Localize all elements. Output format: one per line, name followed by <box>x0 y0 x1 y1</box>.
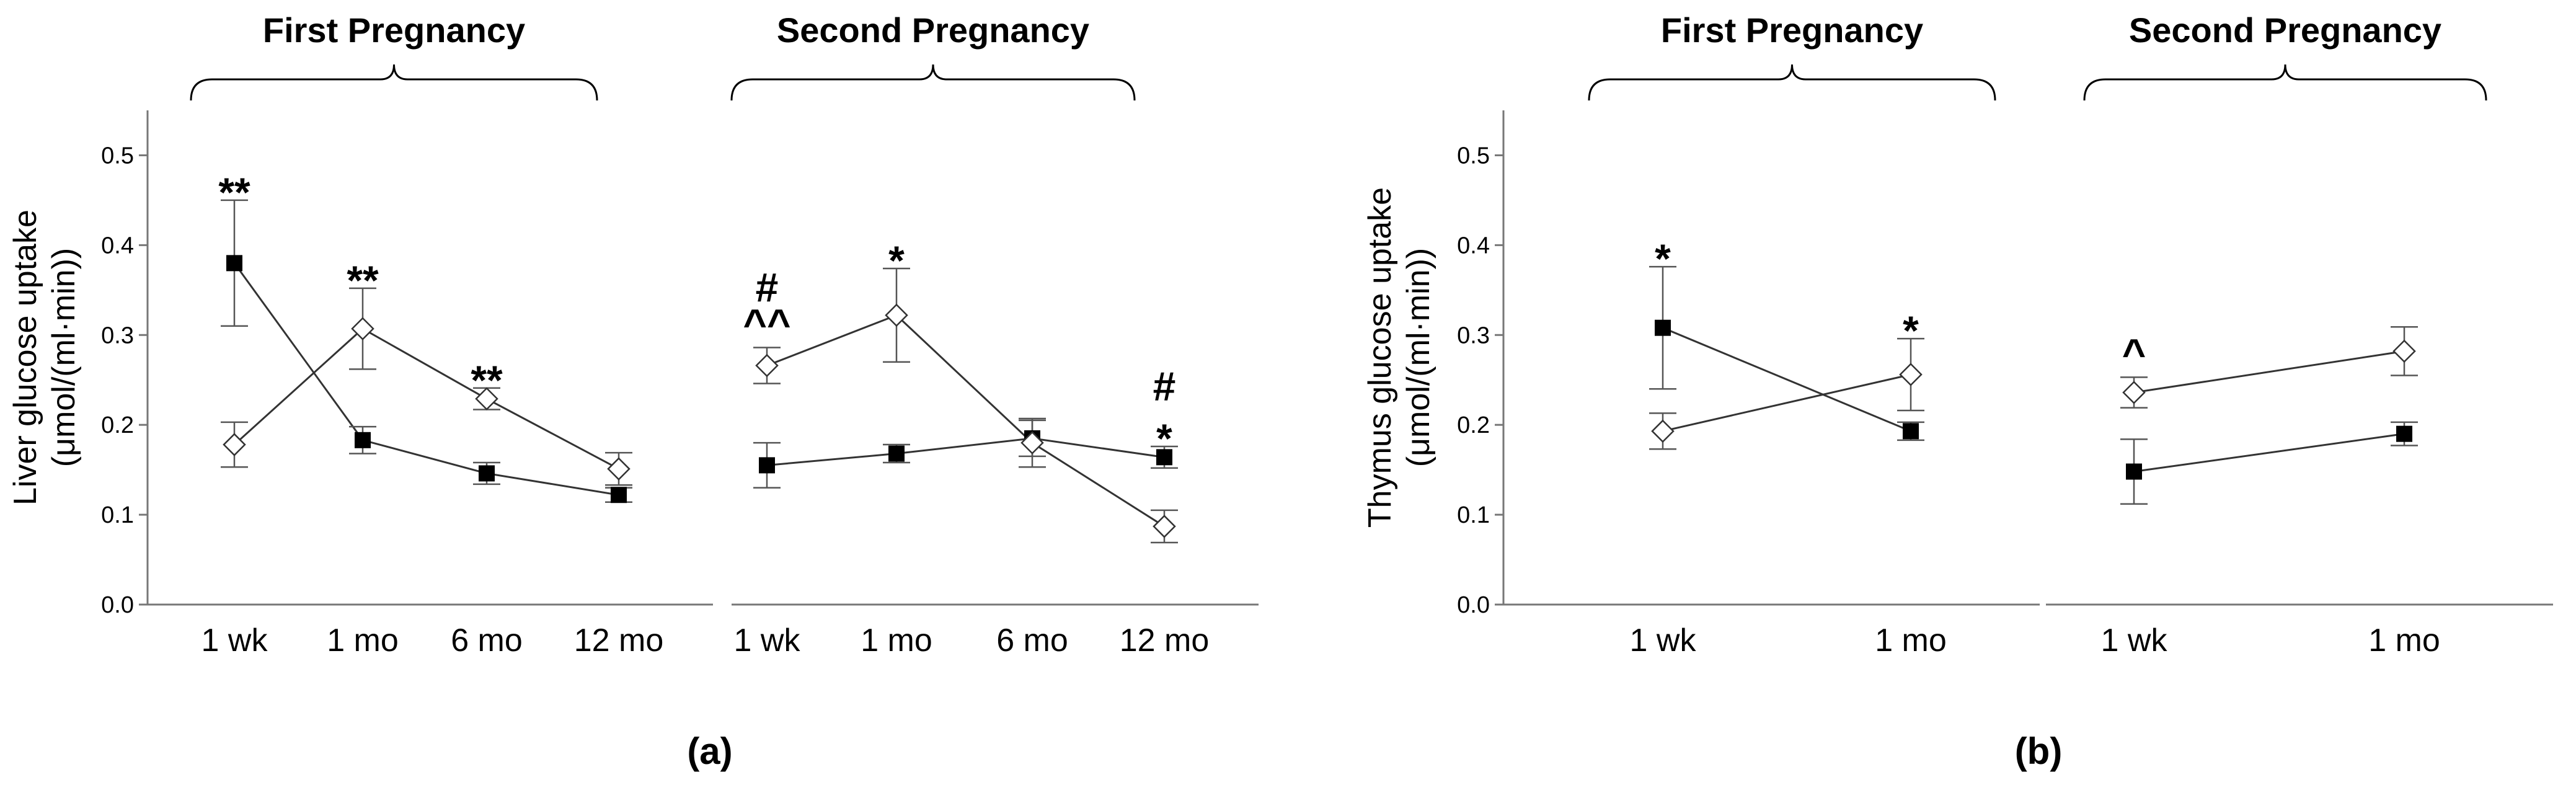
data-point-square <box>611 487 627 503</box>
series-line-open-diamond <box>2133 350 2405 394</box>
data-point-diamond <box>885 303 908 327</box>
data-point-square <box>2126 463 2142 480</box>
series-line-filled-square <box>1662 327 1911 432</box>
group-title: Second Pregnancy <box>2129 11 2441 50</box>
group-title: First Pregnancy <box>263 11 525 50</box>
significance-annotation: ^ <box>2122 330 2146 376</box>
y-axis-title-line2: (μmol/(ml·min)) <box>1401 248 1436 467</box>
y-tick-label: 0.2 <box>101 412 134 438</box>
data-point-diamond <box>2122 381 2146 404</box>
data-point-diamond <box>1153 515 1176 538</box>
y-tick-label: 0.4 <box>1457 233 1490 259</box>
data-point-square <box>1156 449 1172 466</box>
group-1-1: 1 wk 1 mo Second Pregnancy ^ <box>2046 11 2553 659</box>
y-tick-label: 0.3 <box>101 322 134 348</box>
x-category-label: 1 mo <box>861 623 932 659</box>
significance-annotation: * <box>1655 236 1671 282</box>
y-tick-label: 0.5 <box>101 143 134 169</box>
group-brace <box>190 64 598 101</box>
x-category-label: 1 mo <box>327 623 399 659</box>
group-title: First Pregnancy <box>1661 11 1923 50</box>
x-category-label: 1 wk <box>734 623 801 659</box>
significance-annotation: # <box>756 265 779 311</box>
y-axis-title-line1: Liver glucose uptake <box>7 210 43 505</box>
data-point-square <box>226 255 242 272</box>
y-axis-title: Liver glucose uptake(μmol/(ml·min)) <box>7 210 82 505</box>
x-category-label: 1 wk <box>201 623 268 659</box>
x-category-label: 1 wk <box>2101 623 2168 659</box>
data-point-square <box>479 465 495 482</box>
x-category-label: 12 mo <box>574 623 664 659</box>
series-line-filled-square <box>2133 433 2405 473</box>
group-0-0: 1 wk 1 mo 6 mo 12 mo First Pregnancy ** ** ** <box>148 11 713 659</box>
significance-annotation: * <box>888 237 905 283</box>
y-tick-label: 0.5 <box>1457 143 1490 169</box>
y-tick-label: 0.1 <box>101 502 134 528</box>
series-line-filled-square <box>233 262 619 496</box>
significance-annotation: ** <box>471 357 503 403</box>
data-point-square <box>888 445 905 462</box>
group-1-0: 1 wk 1 mo First Pregnancy * * <box>1503 11 2040 659</box>
data-point-diamond <box>607 457 631 481</box>
data-point-diamond <box>223 433 246 456</box>
data-point-square <box>1655 319 1671 336</box>
data-point-square <box>1903 423 1919 440</box>
data-point-diamond <box>1020 431 1044 455</box>
y-axis-title-line1: Thymus glucose uptake <box>1362 187 1398 528</box>
data-point-square <box>759 457 775 474</box>
group-brace <box>1588 64 1996 101</box>
group-brace <box>730 64 1136 101</box>
significance-annotation: ^^ <box>743 301 790 347</box>
panel-0: 0.0 0.1 0.2 0.3 0.4 0.5 Liver glucose uptake(μ… <box>7 11 1259 772</box>
data-point-diamond <box>1899 363 1923 386</box>
significance-annotation: ** <box>347 257 379 303</box>
x-category-label: 1 mo <box>1875 623 1947 659</box>
y-tick-label: 0.3 <box>1457 322 1490 348</box>
y-tick-label: 0.2 <box>1457 412 1490 438</box>
data-point-diamond <box>475 387 498 410</box>
y-tick-label: 0.0 <box>1457 592 1490 618</box>
group-title: Second Pregnancy <box>777 11 1089 50</box>
data-point-diamond <box>2392 339 2416 363</box>
series-line-filled-square <box>766 437 1165 466</box>
panel-label: (b) <box>2015 730 2063 772</box>
data-point-square <box>2396 425 2412 442</box>
y-axis-title-line2: (μmol/(ml·min)) <box>46 248 82 467</box>
x-category-label: 12 mo <box>1120 623 1210 659</box>
significance-annotation: * <box>1903 308 1919 353</box>
x-category-label: 1 wk <box>1630 623 1697 659</box>
data-point-diamond <box>755 353 779 378</box>
panel-label: (a) <box>687 730 732 772</box>
x-category-label: 6 mo <box>996 623 1068 659</box>
significance-annotation: ** <box>218 169 250 215</box>
x-category-label: 1 mo <box>2368 623 2440 659</box>
data-point-square <box>355 432 371 448</box>
series-line-open-diamond <box>766 314 1165 528</box>
y-tick-label: 0.1 <box>1457 502 1490 528</box>
data-point-diamond <box>351 317 374 340</box>
significance-annotation: # <box>1153 363 1176 409</box>
group-brace <box>2083 64 2487 101</box>
y-axis-title: Thymus glucose uptake(μmol/(ml·min)) <box>1362 187 1436 528</box>
data-point-diamond <box>1651 419 1675 443</box>
x-category-label: 6 mo <box>451 623 523 659</box>
significance-annotation: * <box>1156 415 1172 461</box>
y-tick-label: 0.4 <box>101 233 134 259</box>
series-line-open-diamond <box>1662 373 1911 432</box>
series-line-open-diamond <box>233 327 619 470</box>
y-tick-label: 0.0 <box>101 592 134 618</box>
